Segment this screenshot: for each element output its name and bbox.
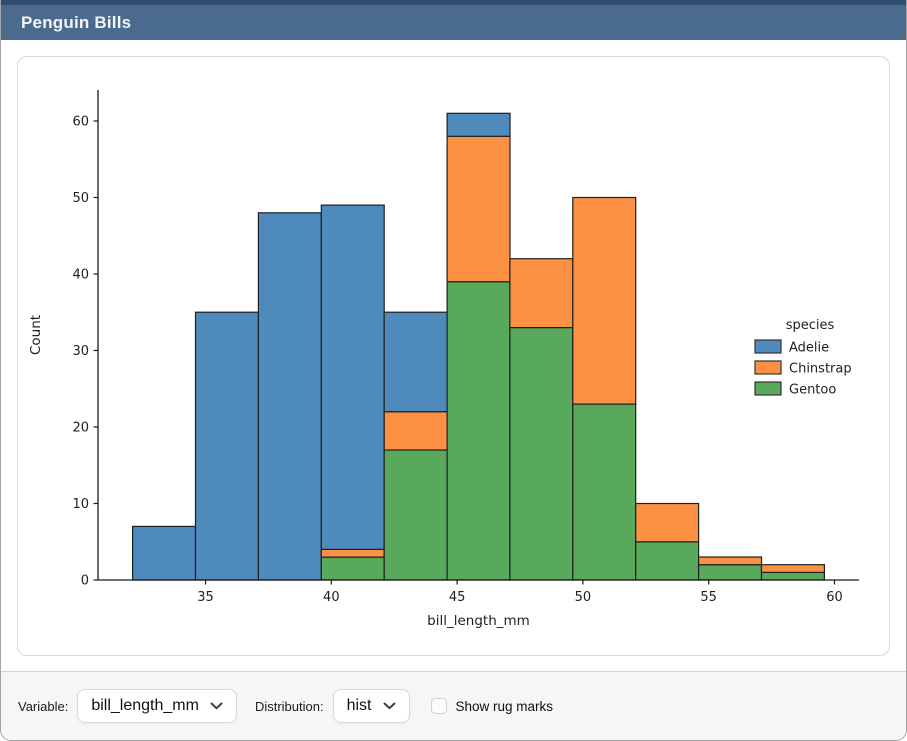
distribution-select[interactable]: hist: [332, 689, 410, 723]
variable-select-value: bill_length_mm: [91, 697, 199, 714]
distribution-select-value: hist: [346, 697, 372, 714]
legend-label-adelie: Adelie: [789, 341, 829, 356]
bar-segment-chinstrap: [697, 556, 763, 566]
variable-select[interactable]: bill_length_mm: [77, 689, 237, 723]
histogram-chart: 35 40 45 50 55 60 0 10 20 30 40 50 60 bill_length_mm C…: [28, 90, 859, 629]
x-tick-label: 50: [575, 590, 592, 605]
y-tick-label: 40: [72, 267, 89, 282]
chevron-down-icon: [383, 702, 396, 710]
bar-segment-gentoo: [697, 564, 763, 581]
bar-segment-adelie: [320, 204, 385, 550]
x-tick-label: 45: [449, 590, 466, 605]
y-tick-label: 30: [72, 344, 89, 359]
bar-segment-gentoo: [320, 556, 385, 581]
bar-segment-gentoo: [383, 449, 448, 581]
bar-segment-adelie: [383, 311, 448, 413]
legend-swatch-chinstrap: [754, 360, 782, 375]
bar-segment-chinstrap: [383, 411, 448, 451]
bar-segment-chinstrap: [320, 548, 385, 558]
legend-title: species: [786, 318, 835, 333]
y-tick-label: 0: [81, 574, 89, 589]
y-tick-label: 10: [72, 497, 89, 512]
bar-segment-chinstrap: [509, 258, 574, 329]
y-tick-label: 50: [72, 191, 89, 206]
legend-swatch-gentoo: [754, 381, 782, 396]
x-tick-label: 40: [323, 590, 340, 605]
bar-segment-chinstrap: [635, 502, 700, 543]
bar-segment-adelie: [446, 112, 511, 137]
variable-label: Variable:: [18, 698, 69, 714]
bar-segment-gentoo: [760, 571, 826, 581]
chart-card: 35 40 45 50 55 60 0 10 20 30 40 50 60 bill_length_mm C…: [17, 56, 890, 656]
page-title: Penguin Bills: [21, 12, 132, 32]
y-tick-label: 60: [72, 114, 89, 129]
bar-segment-gentoo: [572, 403, 637, 581]
x-axis-label: bill_length_mm: [427, 613, 530, 629]
distribution-label: Distribution:: [254, 698, 324, 714]
bar-segment-chinstrap: [572, 196, 637, 405]
x-tick-label: 55: [700, 590, 717, 605]
controls-bar: Variable: bill_length_mm Distribution: h…: [1, 671, 906, 740]
title-bar: Penguin Bills: [1, 0, 906, 40]
bar-segment-chinstrap: [760, 564, 826, 574]
chevron-down-icon: [210, 702, 223, 710]
y-tick-label: 20: [72, 420, 89, 435]
rug-checkbox[interactable]: [430, 698, 447, 714]
bar-segment-gentoo: [509, 326, 574, 581]
y-axis-label: Count: [28, 315, 44, 355]
bar-segment-gentoo: [635, 541, 700, 581]
x-tick-label: 35: [197, 590, 214, 605]
bar-segment-adelie: [194, 311, 260, 581]
rug-checkbox-label: Show rug marks: [455, 698, 554, 714]
legend-label-chinstrap: Chinstrap: [789, 362, 852, 377]
bar-segment-chinstrap: [446, 135, 511, 283]
legend-swatch-adelie: [754, 339, 782, 354]
bar-segment-adelie: [257, 212, 322, 581]
bar-segment-adelie: [131, 525, 197, 581]
bar-segment-gentoo: [446, 281, 511, 581]
legend-label-gentoo: Gentoo: [789, 383, 836, 398]
content-area: 35 40 45 50 55 60 0 10 20 30 40 50 60 bill_length_mm C…: [1, 40, 906, 671]
x-tick-label: 60: [826, 590, 843, 605]
